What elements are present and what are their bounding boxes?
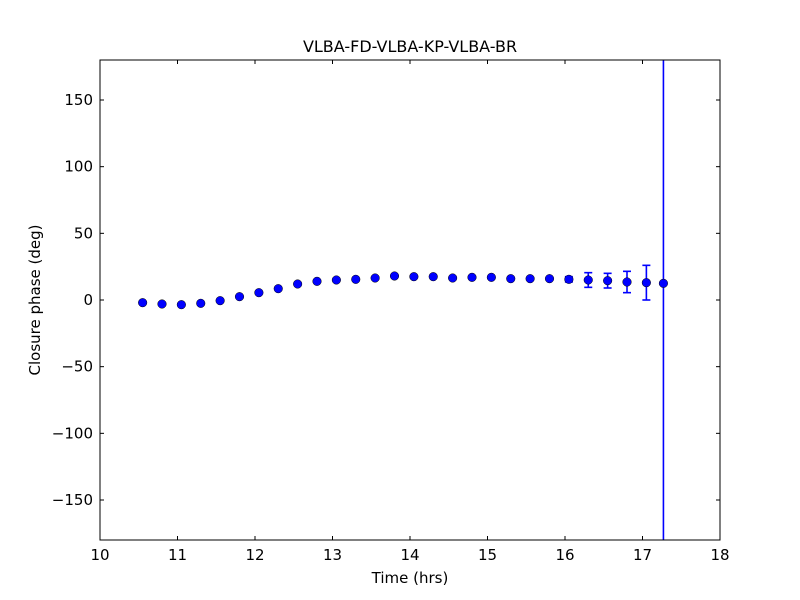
axis-ticks: 10 11 12 13 14 15 16 17 18 −150 −100 −50 0 50 100 150 [52,60,730,564]
data-point [273,284,283,294]
y-axis-label: Closure phase (deg) [26,225,44,376]
x-tick-label: 10 [90,546,109,564]
chart-title: VLBA-FD-VLBA-KP-VLBA-BR [303,37,517,56]
data-point [312,276,322,286]
x-tick-label: 17 [633,546,652,564]
data-point [486,272,496,282]
data-point [351,274,361,284]
x-tick-label: 11 [168,546,187,564]
x-tick-label: 14 [400,546,419,564]
data-point [254,288,264,298]
data-series-closure-phase [138,60,668,540]
data-point [564,274,574,284]
x-tick-label: 12 [245,546,264,564]
data-point [583,275,593,285]
data-point [448,273,458,283]
data-point [603,276,613,286]
data-point [622,277,632,287]
y-tick-label: −50 [61,358,93,376]
data-point [658,278,668,288]
x-axis-label: Time (hrs) [371,569,449,587]
y-tick-label: 50 [74,224,93,242]
y-tick-label: 100 [64,158,93,176]
data-point [370,273,380,283]
x-tick-label: 16 [555,546,574,564]
data-point [409,272,419,282]
y-tick-label: 150 [64,91,93,109]
data-point [428,272,438,282]
y-tick-label: 0 [83,291,93,309]
axes-frame [99,59,721,541]
y-tick-label: −100 [52,424,93,442]
data-point [196,298,206,308]
data-point [506,274,516,284]
data-point [331,275,341,285]
data-point [138,298,148,308]
data-point [234,292,245,302]
x-tick-label: 15 [478,546,497,564]
data-point [176,300,186,310]
y-tick-label: −150 [52,491,93,509]
x-tick-label: 18 [710,546,729,564]
data-point [215,296,225,306]
data-point [467,272,477,282]
data-point [525,274,535,284]
data-point [544,274,555,284]
data-point [389,271,400,281]
data-point [293,279,303,289]
data-point [641,278,651,288]
data-point [157,299,167,309]
x-tick-label: 13 [323,546,342,564]
